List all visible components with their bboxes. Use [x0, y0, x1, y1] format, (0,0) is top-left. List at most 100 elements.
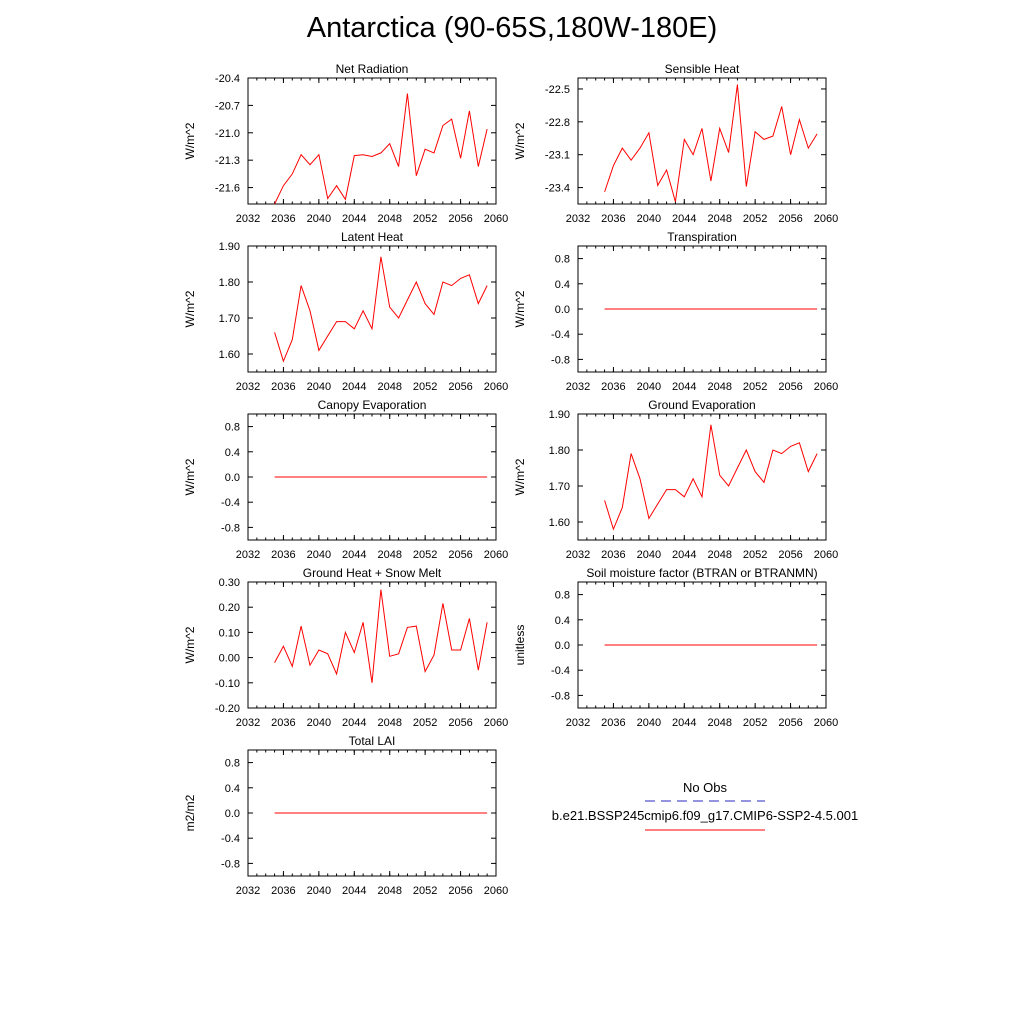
y-axis-label: W/m^2 — [513, 458, 527, 495]
x-tick-label: 2032 — [566, 213, 590, 225]
chart-title: Transpiration — [667, 230, 737, 244]
y-tick-label: -21.3 — [215, 155, 240, 167]
y-tick-label: -0.8 — [221, 858, 240, 870]
y-tick-label: -20.4 — [215, 73, 240, 85]
legend-model-label: b.e21.BSSP245cmip6.f09_g17.CMIP6-SSP2-4.… — [552, 808, 858, 823]
plot-frame — [247, 581, 497, 709]
y-tick-label: 0.10 — [219, 627, 240, 639]
x-tick-label: 2052 — [743, 549, 767, 561]
chart-title: Total LAI — [349, 734, 396, 748]
y-tick-label: -0.4 — [221, 833, 240, 845]
chart-title: Net Radiation — [336, 62, 409, 76]
y-tick-label: -22.8 — [545, 117, 570, 129]
x-tick-label: 2052 — [413, 549, 437, 561]
y-tick-label: 0.8 — [225, 758, 240, 770]
x-tick-label: 2044 — [672, 213, 696, 225]
x-tick-label: 2048 — [377, 549, 401, 561]
x-tick-label: 2036 — [271, 381, 295, 393]
y-tick-label: -0.8 — [551, 690, 570, 702]
chart-title: Ground Evaporation — [648, 398, 755, 412]
x-tick-label: 2060 — [484, 885, 508, 897]
x-tick-label: 2044 — [672, 717, 696, 729]
chart-panel: Latent Heat W/m^2 2032 2036 2040 2044 2048 2052… — [183, 230, 508, 393]
x-tick-label: 2048 — [377, 885, 401, 897]
x-tick-label: 2032 — [236, 885, 260, 897]
y-tick-label: -21.0 — [215, 128, 240, 140]
x-tick-label: 2060 — [484, 213, 508, 225]
x-tick-label: 2060 — [814, 717, 838, 729]
y-tick-label: -0.8 — [221, 522, 240, 534]
x-tick-label: 2032 — [566, 381, 590, 393]
x-tick-label: 2036 — [601, 213, 625, 225]
x-tick-label: 2052 — [743, 213, 767, 225]
chart-title: Sensible Heat — [665, 62, 740, 76]
panels-group: Net Radiation W/m^2 2032 2036 2040 2044 2048 20… — [183, 62, 838, 897]
x-tick-label: 2040 — [637, 717, 661, 729]
x-tick-label: 2044 — [342, 213, 366, 225]
y-axis-label: m2/m2 — [183, 794, 197, 831]
figure-title: Antarctica (90-65S,180W-180E) — [306, 12, 718, 44]
x-tick-label: 2036 — [271, 717, 295, 729]
y-tick-label: 1.60 — [219, 349, 240, 361]
y-tick-label: 1.90 — [219, 241, 240, 253]
x-tick-label: 2056 — [448, 717, 472, 729]
y-tick-label: -21.6 — [215, 183, 240, 195]
x-tick-label: 2040 — [637, 549, 661, 561]
x-tick-label: 2036 — [601, 717, 625, 729]
x-tick-label: 2056 — [778, 717, 802, 729]
x-tick-label: 2056 — [778, 213, 802, 225]
y-tick-label: -23.4 — [545, 183, 570, 195]
series-line — [604, 424, 818, 531]
legend-obs-label: No Obs — [683, 780, 728, 795]
y-tick-label: 0.8 — [555, 254, 570, 266]
x-tick-label: 2032 — [236, 549, 260, 561]
x-tick-label: 2048 — [377, 213, 401, 225]
x-tick-label: 2060 — [484, 717, 508, 729]
y-tick-label: -0.4 — [551, 665, 570, 677]
series-line — [274, 93, 488, 205]
y-axis-label: unitless — [513, 625, 527, 666]
y-tick-label: -0.4 — [551, 329, 570, 341]
x-tick-label: 2032 — [236, 213, 260, 225]
y-tick-label: -22.5 — [545, 84, 570, 96]
x-tick-label: 2040 — [307, 381, 331, 393]
x-tick-label: 2044 — [672, 549, 696, 561]
x-tick-label: 2052 — [743, 717, 767, 729]
x-tick-label: 2052 — [413, 885, 437, 897]
y-tick-label: -0.20 — [215, 703, 240, 715]
x-tick-label: 2032 — [566, 717, 590, 729]
x-tick-label: 2056 — [448, 885, 472, 897]
x-tick-label: 2052 — [743, 381, 767, 393]
x-tick-label: 2056 — [448, 549, 472, 561]
x-tick-label: 2040 — [307, 213, 331, 225]
x-tick-label: 2048 — [707, 549, 731, 561]
y-tick-label: -20.7 — [215, 100, 240, 112]
x-tick-label: 2060 — [814, 213, 838, 225]
y-tick-label: 0.0 — [555, 640, 570, 652]
x-tick-label: 2036 — [271, 549, 295, 561]
chart-panel: Net Radiation W/m^2 2032 2036 2040 2044 2048 20… — [183, 62, 508, 225]
x-tick-label: 2032 — [566, 549, 590, 561]
y-tick-label: 0.4 — [225, 447, 240, 459]
chart-panel: Soil moisture factor (BTRAN or BTRANMN) u… — [513, 566, 838, 729]
chart-title: Ground Heat + Snow Melt — [303, 566, 442, 580]
y-tick-label: -0.4 — [221, 497, 240, 509]
x-tick-label: 2040 — [307, 717, 331, 729]
chart-title: Latent Heat — [341, 230, 404, 244]
x-tick-label: 2044 — [342, 549, 366, 561]
x-tick-label: 2044 — [672, 381, 696, 393]
y-tick-label: 0.8 — [225, 422, 240, 434]
y-tick-label: 0.0 — [225, 472, 240, 484]
chart-panel: Canopy Evaporation W/m^2 2032 2036 2040 2044 2… — [183, 398, 508, 561]
chart-panel: Sensible Heat W/m^2 2032 2036 2040 2044 2048 20… — [513, 62, 838, 225]
x-tick-label: 2048 — [377, 717, 401, 729]
y-tick-label: 1.70 — [549, 481, 570, 493]
legend: No Obs b.e21.BSSP245cmip6.f09_g17.CMIP6-… — [552, 780, 858, 831]
y-tick-label: 1.70 — [219, 313, 240, 325]
y-axis-label: W/m^2 — [183, 290, 197, 327]
chart-title: Canopy Evaporation — [318, 398, 427, 412]
plot-frame — [247, 245, 497, 373]
chart-title: Soil moisture factor (BTRAN or BTRANMN) — [586, 566, 817, 580]
x-tick-label: 2052 — [413, 381, 437, 393]
